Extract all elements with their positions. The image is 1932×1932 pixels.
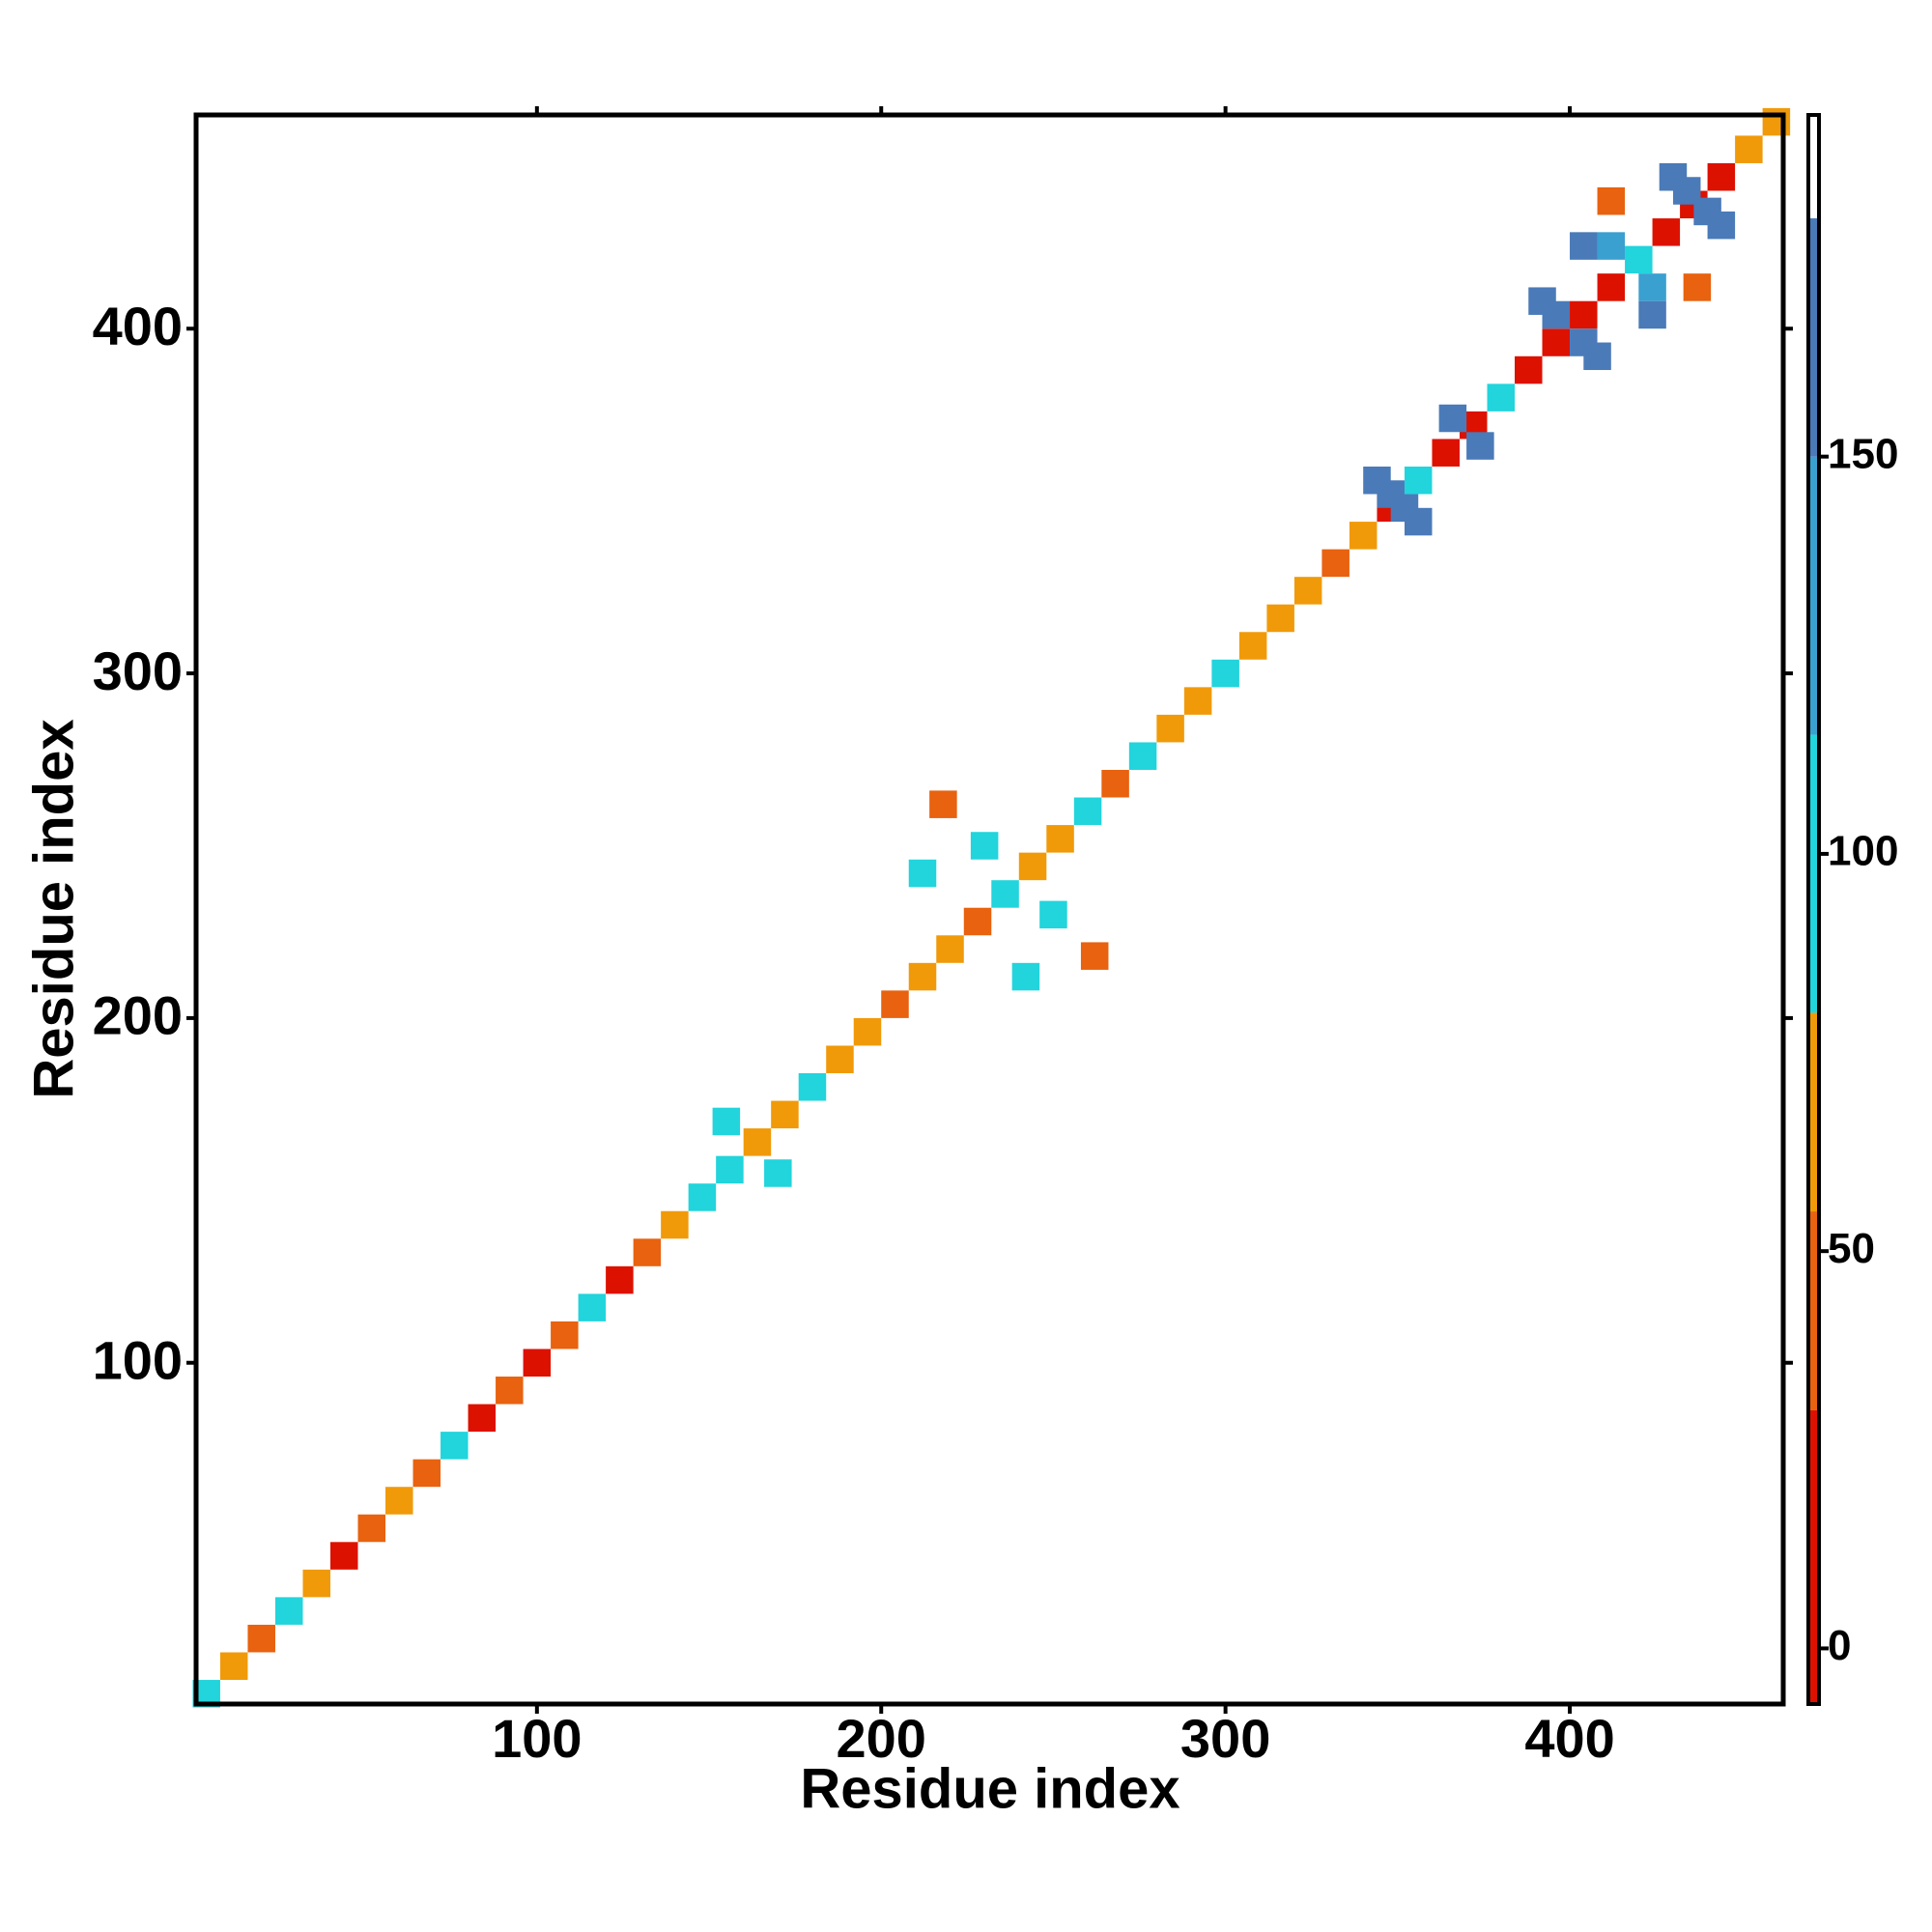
cell: [1349, 522, 1378, 550]
cell: [1625, 245, 1653, 274]
cell: [412, 1459, 441, 1488]
colorbar-tick-label: 100: [1828, 828, 1898, 875]
cell: [1404, 466, 1433, 495]
x-tick-label: 100: [492, 1708, 582, 1769]
x-tick-label: 200: [837, 1708, 926, 1769]
y-tick-label: 400: [93, 296, 183, 356]
cell: [716, 1155, 744, 1184]
colorbar-tick-label: 0: [1828, 1622, 1851, 1669]
cell: [1011, 962, 1040, 991]
cell: [688, 1183, 717, 1211]
cell: [219, 1652, 248, 1681]
cell: [1018, 852, 1047, 881]
cell: [826, 1045, 854, 1073]
y-tick-label: 100: [93, 1330, 183, 1391]
cell: [712, 1107, 741, 1136]
cell: [764, 1159, 792, 1187]
cell: [743, 1128, 772, 1156]
x-axis-title: Residue index: [800, 1757, 1179, 1820]
cell: [1707, 211, 1736, 240]
cell: [1183, 687, 1212, 715]
cell: [1683, 273, 1712, 301]
x-tick-label: 300: [1180, 1708, 1270, 1769]
cell: [970, 832, 999, 860]
cell: [633, 1238, 662, 1266]
cell: [1080, 942, 1109, 970]
cell: [1735, 135, 1763, 163]
cell: [1293, 577, 1322, 605]
cell: [1638, 300, 1666, 329]
cell: [1597, 232, 1626, 260]
cell: [1638, 273, 1666, 301]
cell: [496, 1377, 524, 1405]
cell: [1156, 714, 1184, 743]
cell: [1707, 162, 1736, 191]
cell: [440, 1432, 469, 1460]
cell: [468, 1404, 497, 1433]
cell: [936, 935, 964, 963]
colorbar-segment: [1808, 217, 1819, 457]
cell: [798, 1073, 827, 1101]
cell: [1762, 107, 1791, 136]
cell: [1597, 273, 1626, 301]
cell: [1046, 825, 1074, 853]
cell: [1466, 432, 1494, 460]
cell: [385, 1487, 413, 1515]
cell: [578, 1293, 607, 1321]
cell: [1542, 328, 1571, 356]
cell: [661, 1210, 689, 1239]
colorbar-segment: [1808, 456, 1819, 735]
cell: [1266, 604, 1294, 633]
cell: [771, 1100, 799, 1129]
colorbar-segment: [1808, 1211, 1819, 1410]
cell: [963, 907, 992, 936]
plot-frame: [193, 112, 1786, 1707]
cell: [1652, 218, 1681, 246]
cell: [1101, 770, 1129, 798]
y-tick-label: 200: [93, 985, 183, 1046]
cell: [1238, 632, 1267, 660]
cell: [1487, 384, 1516, 412]
cell: [1211, 659, 1239, 688]
cell: [523, 1349, 552, 1377]
cell: [1438, 404, 1467, 433]
cell: [1432, 439, 1460, 467]
y-tick-label: 300: [93, 640, 183, 701]
cell: [1039, 900, 1067, 929]
cell: [1570, 300, 1598, 329]
cell: [1404, 507, 1433, 536]
colorbar-tick-label: 50: [1828, 1225, 1875, 1272]
cell: [908, 859, 937, 888]
cell: [329, 1542, 358, 1570]
cell: [1570, 232, 1598, 260]
colorbar-segment: [1808, 734, 1819, 1013]
x-tick-label: 400: [1524, 1708, 1614, 1769]
cell: [1583, 342, 1611, 371]
y-axis-title: Residue index: [22, 719, 85, 1098]
cell: [247, 1624, 275, 1653]
cell: [606, 1265, 634, 1294]
cell: [1321, 549, 1350, 578]
cell: [1597, 186, 1626, 215]
cell: [853, 1017, 882, 1046]
cell: [908, 962, 937, 991]
cell: [274, 1597, 303, 1625]
cell: [1128, 742, 1157, 770]
cell: [881, 990, 909, 1018]
colorbar-segment: [1808, 1409, 1819, 1704]
cell: [929, 790, 957, 818]
cell: [1515, 355, 1543, 384]
cell: [302, 1569, 330, 1598]
cell: [1542, 300, 1571, 329]
cell: [991, 880, 1019, 908]
colorbar-segment: [1808, 1012, 1819, 1212]
colorbar-segment: [1808, 115, 1819, 218]
cell: [1073, 797, 1102, 826]
cell: [551, 1321, 579, 1350]
cell: [357, 1514, 386, 1543]
colorbar-tick-label: 150: [1828, 430, 1898, 477]
colorbar-frame: [1806, 113, 1821, 1706]
